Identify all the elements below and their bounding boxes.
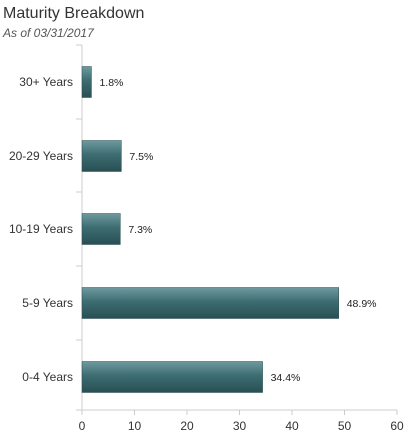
bar	[81, 213, 121, 245]
bar	[81, 66, 92, 98]
category-label: 20-29 Years	[9, 149, 73, 163]
bar	[81, 140, 122, 172]
x-tick-label: 50	[338, 419, 352, 433]
data-label: 48.9%	[347, 298, 377, 310]
chart-title: Maturity Breakdown	[3, 5, 145, 22]
x-tick-label: 10	[128, 419, 142, 433]
bar	[81, 361, 263, 393]
data-label: 7.5%	[129, 151, 153, 163]
x-tick-label: 40	[285, 419, 299, 433]
chart-subtitle: As of 03/31/2017	[3, 26, 94, 40]
x-tick-label: 20	[180, 419, 194, 433]
category-label: 10-19 Years	[9, 222, 73, 236]
x-tick-label: 0	[79, 419, 86, 433]
category-label: 5-9 Years	[22, 296, 73, 310]
data-label: 34.4%	[271, 372, 301, 384]
bar	[81, 287, 339, 319]
x-tick-label: 30	[233, 419, 247, 433]
data-label: 7.3%	[128, 224, 152, 236]
category-label: 0-4 Years	[22, 370, 73, 384]
data-label: 1.8%	[99, 77, 123, 89]
category-label: 30+ Years	[19, 75, 73, 89]
x-tick-label: 60	[390, 419, 404, 433]
